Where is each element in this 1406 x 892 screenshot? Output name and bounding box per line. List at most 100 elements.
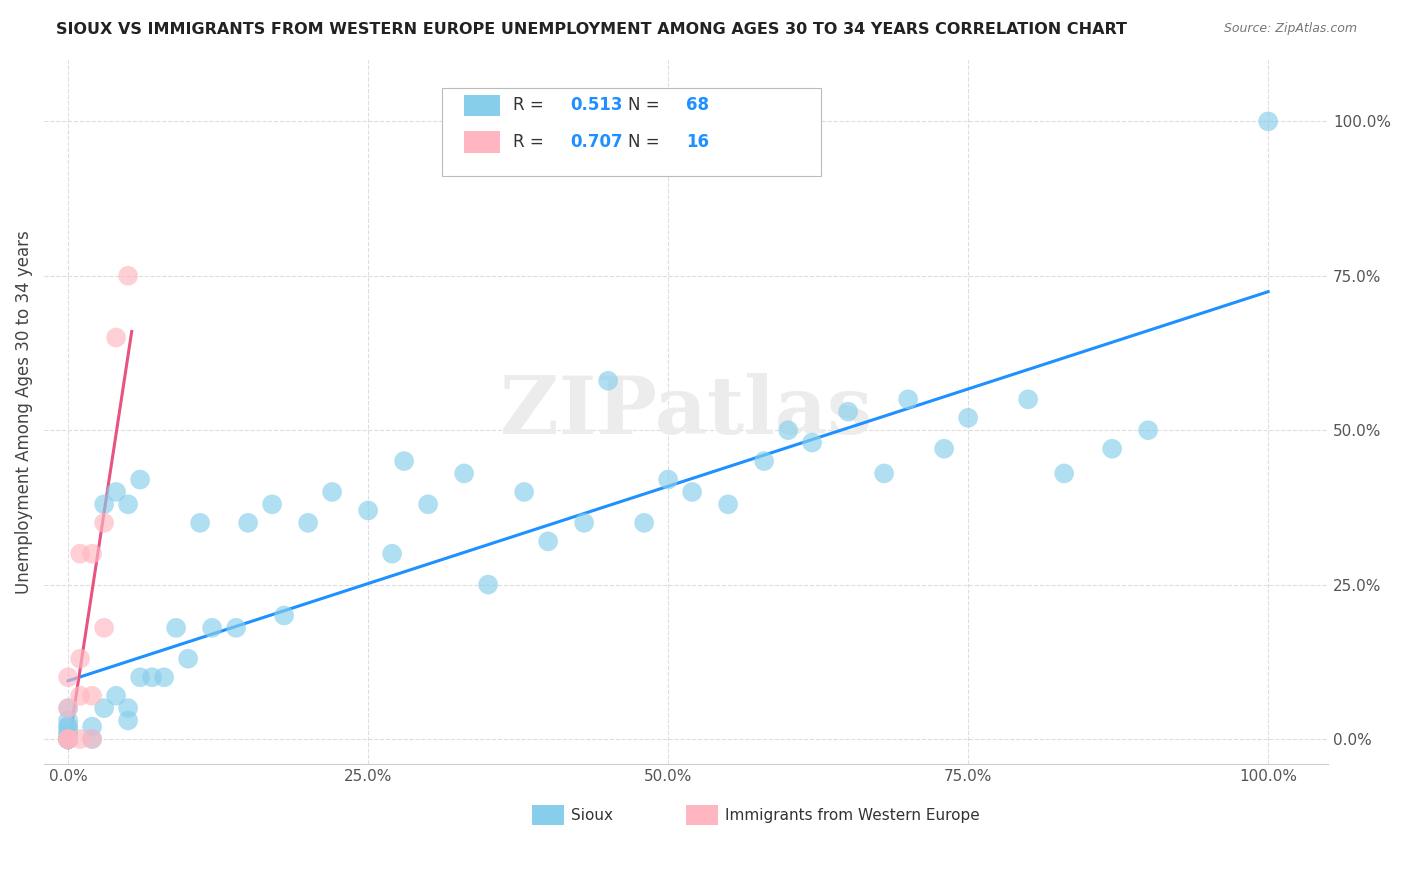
Point bbox=[1257, 114, 1279, 128]
Point bbox=[56, 731, 79, 746]
Text: ZIPatlas: ZIPatlas bbox=[501, 373, 872, 450]
Text: Source: ZipAtlas.com: Source: ZipAtlas.com bbox=[1223, 22, 1357, 36]
Point bbox=[598, 374, 620, 388]
FancyBboxPatch shape bbox=[464, 131, 501, 153]
Text: 0.707: 0.707 bbox=[571, 133, 623, 151]
Point bbox=[82, 731, 104, 746]
Y-axis label: Unemployment Among Ages 30 to 34 years: Unemployment Among Ages 30 to 34 years bbox=[15, 230, 32, 593]
Point bbox=[56, 701, 79, 715]
Point bbox=[717, 497, 740, 511]
Point bbox=[56, 731, 79, 746]
Point bbox=[392, 454, 415, 468]
Point bbox=[69, 689, 91, 703]
Point bbox=[93, 497, 115, 511]
Point bbox=[56, 731, 79, 746]
Point bbox=[117, 268, 139, 283]
FancyBboxPatch shape bbox=[531, 805, 564, 825]
Point bbox=[273, 608, 295, 623]
Point bbox=[801, 435, 824, 450]
Point bbox=[1053, 467, 1076, 481]
FancyBboxPatch shape bbox=[686, 805, 718, 825]
Point bbox=[201, 621, 224, 635]
Point bbox=[188, 516, 211, 530]
Point bbox=[778, 423, 800, 437]
Point bbox=[1137, 423, 1160, 437]
FancyBboxPatch shape bbox=[464, 95, 501, 116]
FancyBboxPatch shape bbox=[441, 87, 821, 176]
Point bbox=[56, 731, 79, 746]
Point bbox=[56, 731, 79, 746]
Point bbox=[381, 547, 404, 561]
Text: 16: 16 bbox=[686, 133, 709, 151]
Point bbox=[105, 485, 128, 500]
Point bbox=[117, 701, 139, 715]
Point bbox=[56, 731, 79, 746]
Point bbox=[873, 467, 896, 481]
Point bbox=[236, 516, 259, 530]
Point bbox=[56, 731, 79, 746]
Text: Immigrants from Western Europe: Immigrants from Western Europe bbox=[724, 807, 980, 822]
Point bbox=[56, 720, 79, 734]
Point bbox=[934, 442, 956, 456]
Point bbox=[572, 516, 595, 530]
Point bbox=[82, 689, 104, 703]
Text: SIOUX VS IMMIGRANTS FROM WESTERN EUROPE UNEMPLOYMENT AMONG AGES 30 TO 34 YEARS C: SIOUX VS IMMIGRANTS FROM WESTERN EUROPE … bbox=[56, 22, 1128, 37]
Point bbox=[56, 726, 79, 740]
Point bbox=[56, 731, 79, 746]
Point bbox=[105, 330, 128, 344]
Point bbox=[1101, 442, 1123, 456]
Text: Sioux: Sioux bbox=[571, 807, 613, 822]
Point bbox=[56, 731, 79, 746]
Point bbox=[297, 516, 319, 530]
Point bbox=[82, 547, 104, 561]
Point bbox=[129, 473, 152, 487]
Point bbox=[93, 516, 115, 530]
Point bbox=[56, 731, 79, 746]
Text: R =: R = bbox=[513, 96, 548, 114]
Point bbox=[69, 651, 91, 665]
Point bbox=[1017, 392, 1039, 407]
Text: N =: N = bbox=[628, 133, 665, 151]
Point bbox=[56, 726, 79, 740]
Point bbox=[357, 503, 380, 517]
Point bbox=[56, 731, 79, 746]
Point bbox=[69, 731, 91, 746]
Point bbox=[416, 497, 439, 511]
Point bbox=[477, 577, 499, 591]
Point bbox=[56, 670, 79, 684]
Point bbox=[837, 405, 859, 419]
Point bbox=[56, 731, 79, 746]
Text: 68: 68 bbox=[686, 96, 709, 114]
Text: 0.513: 0.513 bbox=[571, 96, 623, 114]
Point bbox=[262, 497, 284, 511]
Point bbox=[141, 670, 163, 684]
Point bbox=[681, 485, 703, 500]
Point bbox=[165, 621, 187, 635]
Point bbox=[117, 497, 139, 511]
Point bbox=[897, 392, 920, 407]
Text: R =: R = bbox=[513, 133, 548, 151]
Text: N =: N = bbox=[628, 96, 665, 114]
Point bbox=[453, 467, 475, 481]
Point bbox=[56, 701, 79, 715]
Point bbox=[117, 714, 139, 728]
Point bbox=[82, 720, 104, 734]
Point bbox=[129, 670, 152, 684]
Point bbox=[513, 485, 536, 500]
Point bbox=[93, 621, 115, 635]
Point bbox=[752, 454, 775, 468]
Point bbox=[82, 731, 104, 746]
Point bbox=[657, 473, 679, 487]
Point bbox=[56, 731, 79, 746]
Point bbox=[225, 621, 247, 635]
Point bbox=[105, 689, 128, 703]
Point bbox=[633, 516, 655, 530]
Point bbox=[321, 485, 343, 500]
Point bbox=[56, 731, 79, 746]
Point bbox=[957, 410, 980, 425]
Point bbox=[93, 701, 115, 715]
Point bbox=[537, 534, 560, 549]
Point bbox=[69, 547, 91, 561]
Point bbox=[177, 651, 200, 665]
Point bbox=[153, 670, 176, 684]
